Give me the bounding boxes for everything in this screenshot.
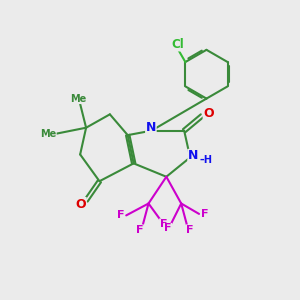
Text: Cl: Cl bbox=[171, 38, 184, 51]
Text: Me: Me bbox=[40, 129, 56, 139]
Text: F: F bbox=[186, 225, 194, 235]
Text: F: F bbox=[116, 210, 124, 220]
Text: Me: Me bbox=[70, 94, 86, 103]
Text: Cl: Cl bbox=[171, 38, 184, 51]
Text: –H: –H bbox=[200, 155, 213, 165]
Text: O: O bbox=[75, 198, 86, 211]
Text: F: F bbox=[201, 209, 209, 219]
Text: F: F bbox=[164, 224, 172, 233]
Text: F: F bbox=[136, 225, 143, 235]
Text: N: N bbox=[188, 149, 198, 162]
Text: F: F bbox=[160, 219, 167, 229]
Text: O: O bbox=[203, 107, 214, 120]
Text: N: N bbox=[146, 121, 156, 134]
